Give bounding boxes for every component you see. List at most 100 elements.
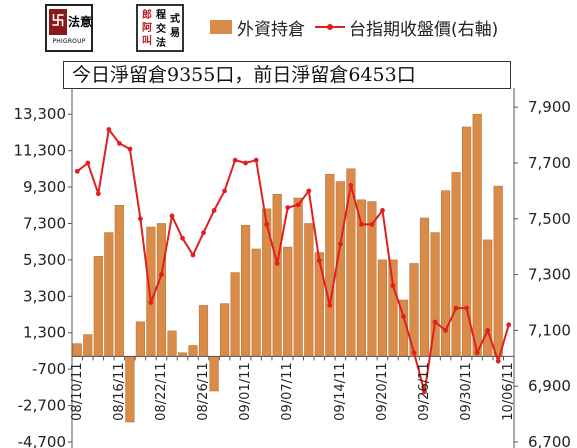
close-price-point-31 xyxy=(401,314,406,319)
bar-7 xyxy=(146,226,156,357)
bar-29 xyxy=(377,259,388,357)
y-right-tick-label: 7,700 xyxy=(528,154,571,172)
legend-label-close: 台指期收盤價(右軸) xyxy=(349,19,499,40)
close-price-point-15 xyxy=(232,157,238,163)
x-tick-label: 09/01/11 xyxy=(238,362,253,420)
x-tick-label: 10/06/11 xyxy=(501,362,516,420)
bar-17 xyxy=(251,248,261,357)
bar-series xyxy=(72,113,503,423)
bar-36 xyxy=(451,172,461,357)
bar-15 xyxy=(230,272,240,357)
bar-22 xyxy=(304,223,314,357)
y-right-tick-label: 7,300 xyxy=(528,266,571,284)
close-price-point-4 xyxy=(117,141,122,146)
close-price-point-28 xyxy=(369,222,375,227)
y-axis-left-labels: 13,300 11,300 9,300 7,300 5,300 3,300 1,300 -70… xyxy=(14,105,67,448)
x-tick-label: 08/22/11 xyxy=(154,362,169,420)
close-price-point-3 xyxy=(106,127,112,132)
trading-program-logo: 郎 阿 叫 程 式 交 易 法 xyxy=(136,4,184,52)
bar-1 xyxy=(83,334,93,357)
close-price-point-1 xyxy=(85,160,91,166)
logo2-char: 交 xyxy=(156,24,166,35)
y-right-tick-label: 7,100 xyxy=(528,321,571,339)
close-price-point-5 xyxy=(127,146,133,152)
y-left-tick-label: 13,300 xyxy=(14,105,67,123)
close-price-point-12 xyxy=(201,230,206,236)
legend-label-positions: 外資持倉 xyxy=(237,19,305,40)
close-price-point-0 xyxy=(74,168,80,174)
bar-10 xyxy=(177,352,188,357)
bar-2 xyxy=(93,255,103,357)
bar-40 xyxy=(493,185,503,357)
y-right-tick-label: 7,900 xyxy=(528,98,571,116)
logo2-char: 郎 xyxy=(142,10,152,21)
close-price-point-11 xyxy=(190,252,196,258)
y-left-tick-label: 9,300 xyxy=(23,178,66,196)
close-price-point-16 xyxy=(243,160,249,166)
bar-23 xyxy=(314,252,324,357)
bar-30 xyxy=(388,259,398,357)
x-tick-label: 08/16/11 xyxy=(112,362,127,420)
close-price-point-2 xyxy=(95,191,101,197)
close-price-point-29 xyxy=(380,208,385,213)
close-price-point-6 xyxy=(138,216,143,222)
close-price-point-13 xyxy=(211,208,217,213)
close-price-point-24 xyxy=(327,302,333,308)
bar-12 xyxy=(198,305,209,357)
x-tick-label: 09/07/11 xyxy=(280,362,295,420)
bar-8 xyxy=(156,223,167,357)
x-tick-label: 09/30/11 xyxy=(459,362,474,420)
y-right-tick-label: 6,700 xyxy=(528,433,571,448)
chart-legend: 外資持倉 台指期收盤價(右軸) xyxy=(210,14,498,40)
bar-19 xyxy=(272,194,282,357)
close-price-point-14 xyxy=(222,188,228,194)
close-price-point-34 xyxy=(432,319,438,325)
legend-bar-swatch xyxy=(210,20,232,34)
close-price-point-36 xyxy=(453,305,459,311)
chart-axes xyxy=(68,88,518,448)
y-left-tick-label: 3,300 xyxy=(23,287,66,305)
close-price-point-35 xyxy=(443,328,448,333)
net-position-summary: 今日淨留倉9355口，前日淨留倉6453口 xyxy=(63,61,511,89)
x-tick-label: 08/10/11 xyxy=(70,362,85,420)
logo2-char: 式 xyxy=(170,14,180,25)
y-left-tick-label: -700 xyxy=(32,360,66,378)
x-tick-label: 09/26/11 xyxy=(417,362,432,420)
bar-3 xyxy=(104,232,114,357)
bar-20 xyxy=(283,246,293,357)
y-axis-right-labels: 7,900 7,700 7,500 7,300 7,100 6,900 6,700 xyxy=(528,98,571,448)
close-price-point-37 xyxy=(464,305,469,311)
bar-16 xyxy=(241,225,251,357)
close-price-point-21 xyxy=(295,202,301,208)
logo2-char: 程 xyxy=(156,10,166,21)
close-price-point-8 xyxy=(159,272,164,277)
close-price-point-30 xyxy=(390,283,396,289)
x-tick-label: 09/20/11 xyxy=(375,362,390,420)
close-price-point-9 xyxy=(169,213,175,219)
bar-33 xyxy=(419,217,430,357)
close-price-point-33 xyxy=(422,389,427,395)
bar-6 xyxy=(135,321,146,357)
close-price-point-7 xyxy=(148,300,154,305)
y-right-tick-label: 6,900 xyxy=(528,377,571,395)
y-left-tick-label: -2,700 xyxy=(18,397,66,415)
line-series xyxy=(74,127,512,395)
close-price-point-10 xyxy=(180,235,185,241)
close-price-point-23 xyxy=(316,258,322,263)
close-price-point-32 xyxy=(411,350,417,356)
phigroup-logo: 卐 法意 PHIGROUP xyxy=(45,4,93,52)
y-left-tick-label: 5,300 xyxy=(23,251,66,269)
y-left-tick-label: 7,300 xyxy=(23,214,66,232)
y-left-tick-label: 11,300 xyxy=(14,142,67,160)
bar-0 xyxy=(72,343,82,357)
bar-18 xyxy=(262,208,272,357)
bar-4 xyxy=(114,205,124,357)
close-price-point-19 xyxy=(274,261,280,266)
x-tick-label: 09/14/11 xyxy=(333,362,348,420)
bar-11 xyxy=(188,345,198,357)
close-price-point-25 xyxy=(338,241,343,247)
logo2-char: 阿 xyxy=(142,23,152,34)
y-left-tick-label: 1,300 xyxy=(23,324,66,342)
close-price-point-41 xyxy=(506,322,512,328)
